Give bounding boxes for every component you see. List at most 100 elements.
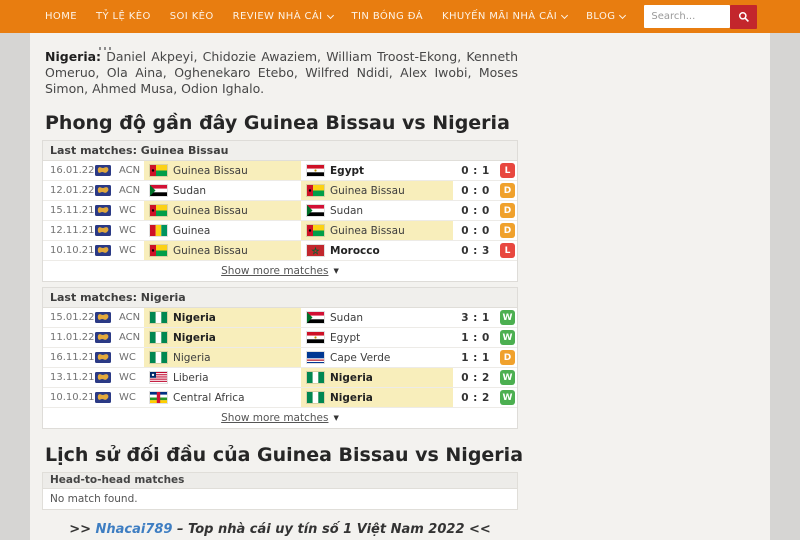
search-icon <box>738 11 750 23</box>
nav-item-blog[interactable]: BLOG <box>586 11 627 22</box>
away-team-name: Guinea Bissau <box>330 224 405 237</box>
search-input[interactable] <box>644 5 731 28</box>
search-box <box>644 4 758 29</box>
home-team-name: Liberia <box>173 371 209 384</box>
chevron-down-icon <box>561 11 569 19</box>
head-to-head-empty-message: No match found. <box>42 489 518 510</box>
home-team-cell: Liberia <box>144 368 301 387</box>
away-team-cell: Sudan <box>301 308 453 327</box>
away-team-cell: Morocco <box>301 241 453 260</box>
nav-item-label: TIN BÓNG ĐÁ <box>351 11 423 22</box>
flag-guinea-bissau-icon <box>150 165 167 176</box>
match-score: 0 : 2 <box>461 371 490 384</box>
show-more-matches-link[interactable]: Show more matches ▼ <box>43 408 517 428</box>
nav-menu: HOME TỶ LỆ KÈO SOI KÈO REVIEW NHÀ CÁI TIN BÓ… <box>45 11 644 22</box>
flag-egypt-icon <box>307 165 324 176</box>
promo-footer: >> Nhacai789 – Top nhà cái uy tín số 1 V… <box>42 522 518 537</box>
match-date: 16.01.22 <box>50 165 95 176</box>
article-content: Nigeria: Daniel Akpeyi, Chidozie Awaziem… <box>42 33 524 537</box>
match-row: 16.01.22 ACN Guinea Bissau Egypt 0 : 1 L <box>43 161 517 181</box>
result-badge: D <box>500 203 515 218</box>
match-date: 11.01.22 <box>50 332 95 343</box>
away-team-name: Nigeria <box>330 391 373 404</box>
table-title: Last matches: Nigeria <box>43 288 517 308</box>
competition-icon <box>95 245 119 256</box>
match-date: 12.01.22 <box>50 185 95 196</box>
match-score: 0 : 0 <box>461 204 490 217</box>
home-team-cell: Guinea <box>144 221 301 240</box>
competition-code: WC <box>119 225 136 236</box>
match-row: 12.01.22 ACN Sudan Guinea Bissau 0 : 0 D <box>43 181 517 201</box>
show-more-label: Show more matches <box>221 265 329 277</box>
nav-item-ty-le-keo[interactable]: TỶ LỆ KÈO <box>96 11 151 22</box>
competition-code: ACN <box>119 312 141 323</box>
home-team-cell: Nigeria <box>144 328 301 347</box>
nav-item-home[interactable]: HOME <box>45 11 77 22</box>
match-score: 0 : 2 <box>461 391 490 404</box>
flag-guinea-bissau-icon <box>150 245 167 256</box>
result-badge: L <box>500 163 515 178</box>
competition-icon <box>95 352 119 363</box>
home-team-name: Guinea Bissau <box>173 204 248 217</box>
flag-nigeria-icon <box>150 332 167 343</box>
home-team-name: Guinea Bissau <box>173 164 248 177</box>
nav-item-label: REVIEW NHÀ CÁI <box>232 11 323 22</box>
match-row: 16.11.21 WC Nigeria Cape Verde 1 : 1 D <box>43 348 517 368</box>
away-team-cell: Guinea Bissau <box>301 221 453 240</box>
flag-nigeria-icon <box>307 372 324 383</box>
home-team-cell: Guinea Bissau <box>144 241 301 260</box>
match-date: 12.11.21 <box>50 225 95 236</box>
competition-icon <box>95 205 119 216</box>
nav-item-khuyen-mai-nha-cai[interactable]: KHUYẾN MÃI NHÀ CÁI <box>442 11 569 22</box>
match-score: 0 : 0 <box>461 224 490 237</box>
nigeria-lineup-paragraph: Nigeria: Daniel Akpeyi, Chidozie Awaziem… <box>45 49 518 97</box>
match-date: 16.11.21 <box>50 352 95 363</box>
chevron-down-icon <box>619 11 627 19</box>
promo-link[interactable]: Nhacai789 <box>95 522 173 537</box>
away-team-name: Egypt <box>330 331 361 344</box>
flag-morocco-icon <box>307 245 324 256</box>
match-score: 0 : 1 <box>461 164 490 177</box>
competition-icon <box>95 312 119 323</box>
home-team-cell: Sudan <box>144 181 301 200</box>
match-row: 13.11.21 WC Liberia Nigeria 0 : 2 W <box>43 368 517 388</box>
nav-item-soi-keo[interactable]: SOI KÈO <box>170 11 214 22</box>
match-date: 10.10.21 <box>50 245 95 256</box>
match-tables: Last matches: Guinea Bissau 16.01.22 ACN Gu… <box>42 140 520 429</box>
match-row: 11.01.22 ACN Nigeria Egypt 1 : 0 W <box>43 328 517 348</box>
home-team-cell: Nigeria <box>144 348 301 367</box>
head-to-head-table-title: Head-to-head matches <box>42 472 518 489</box>
home-team-name: Central Africa <box>173 391 245 404</box>
nav-item-label: TỶ LỆ KÈO <box>95 11 151 22</box>
away-team-name: Sudan <box>330 311 364 324</box>
competition-code: ACN <box>119 185 141 196</box>
flag-guinea-bissau-icon <box>150 205 167 216</box>
show-more-matches-link[interactable]: Show more matches ▼ <box>43 261 517 281</box>
nigeria-lineup-label: Nigeria: <box>45 49 102 64</box>
top-navbar: HOME TỶ LỆ KÈO SOI KÈO REVIEW NHÀ CÁI TIN BÓ… <box>0 0 800 33</box>
result-badge: L <box>500 243 515 258</box>
search-button[interactable] <box>730 4 758 29</box>
home-team-name: Nigeria <box>173 331 216 344</box>
head-to-head-heading: Lịch sử đối đầu của Guinea Bissau vs Nig… <box>45 444 524 466</box>
nav-item-tin-bong-a[interactable]: TIN BÓNG ĐÁ <box>352 11 424 22</box>
nav-item-label: KHUYẾN MÃI NHÀ CÁI <box>442 11 558 22</box>
show-more-label: Show more matches <box>221 412 329 424</box>
competition-icon <box>95 392 119 403</box>
nav-item-label: HOME <box>45 11 77 22</box>
away-team-cell: Sudan <box>301 201 453 220</box>
promo-prefix: >> <box>69 522 96 537</box>
home-team-name: Guinea Bissau <box>173 244 248 257</box>
match-date: 10.10.21 <box>50 392 95 403</box>
flag-guinea-bissau-icon <box>307 225 324 236</box>
recent-form-heading: Phong độ gần đây Guinea Bissau vs Nigeri… <box>45 112 510 134</box>
away-team-name: Cape Verde <box>330 351 391 364</box>
clipped-text-remnant <box>42 33 520 50</box>
home-team-cell: Guinea Bissau <box>144 201 301 220</box>
result-badge: D <box>500 183 515 198</box>
competition-code: ACN <box>119 165 141 176</box>
competition-icon <box>95 185 119 196</box>
competition-code: ACN <box>119 332 141 343</box>
flag-sudan-icon <box>150 185 167 196</box>
nav-item-review-nha-cai[interactable]: REVIEW NHÀ CÁI <box>232 11 334 22</box>
